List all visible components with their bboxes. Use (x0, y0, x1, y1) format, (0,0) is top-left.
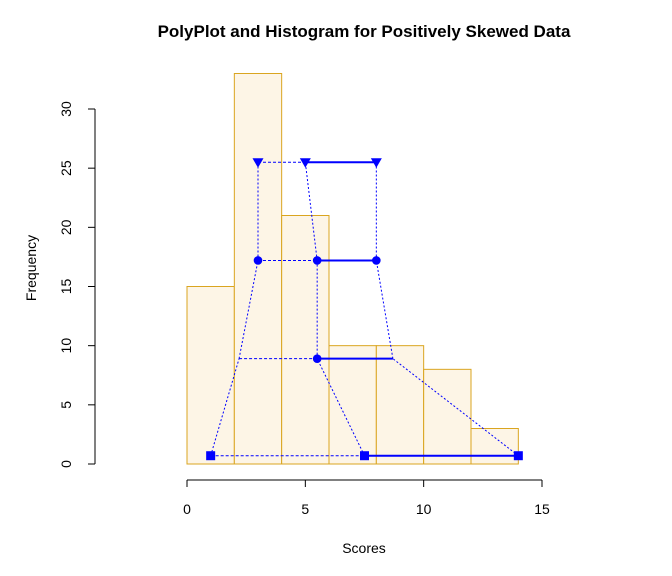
connector-line (375, 260, 394, 359)
circle-marker (372, 256, 381, 265)
square-marker (206, 451, 216, 461)
circle-marker (312, 256, 322, 265)
histogram-bar (186, 286, 235, 465)
x-tick-label: 0 (183, 501, 191, 517)
y-tick-label: 5 (58, 401, 74, 409)
connector-line (210, 358, 240, 456)
y-tick-label: 30 (58, 101, 74, 117)
x-tick-label: 15 (534, 501, 550, 517)
connector-line (316, 358, 365, 456)
histogram-bar (233, 73, 283, 465)
triangle-marker (299, 158, 311, 168)
y-axis-label: Frequency (23, 235, 39, 301)
histogram-bar (470, 428, 519, 465)
circle-marker (253, 256, 263, 265)
y-tick-label: 10 (58, 338, 74, 354)
y-tick-label: 25 (58, 160, 74, 176)
histogram-bar (423, 368, 472, 465)
square-marker (360, 451, 369, 461)
circle-marker (312, 354, 322, 363)
triangle-marker (252, 158, 264, 168)
histogram-bars (186, 73, 519, 465)
y-tick-label: 0 (58, 460, 74, 468)
x-tick-label: 5 (301, 501, 309, 517)
chart-title: PolyPlot and Histogram for Positively Sk… (158, 22, 571, 41)
connector-line (238, 260, 259, 359)
x-axis-label: Scores (342, 540, 386, 556)
connector-line (392, 358, 519, 457)
histogram-bar (328, 345, 377, 465)
square-marker (513, 451, 523, 461)
triangle-marker (370, 158, 382, 168)
x-tick-label: 10 (416, 501, 432, 517)
x-axis: 0 5 10 15 (183, 479, 550, 517)
histogram-bar (375, 345, 425, 465)
y-axis: 0 5 10 15 20 25 30 (58, 101, 96, 468)
y-tick-label: 20 (58, 219, 74, 235)
y-tick-label: 15 (58, 279, 74, 295)
histogram-bar (281, 215, 330, 465)
connector-line (304, 162, 318, 261)
polyplot (206, 158, 523, 461)
